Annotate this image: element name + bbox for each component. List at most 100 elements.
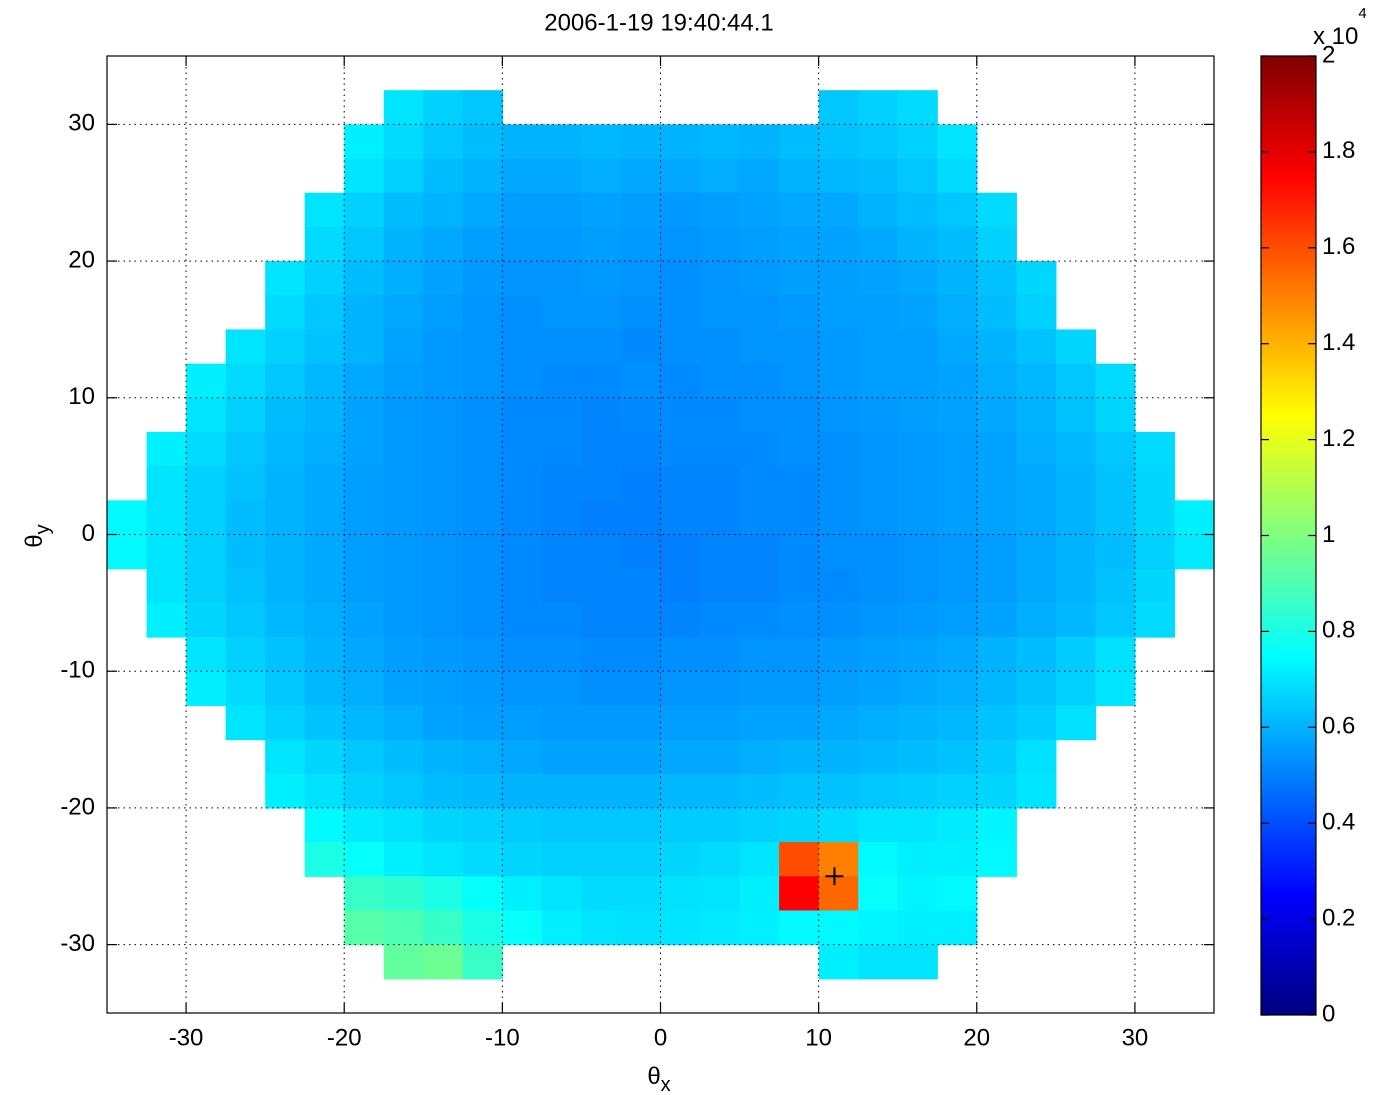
heat-cell <box>541 158 583 194</box>
heat-cell <box>423 397 464 433</box>
heat-cell <box>1016 739 1057 775</box>
heat-cell <box>818 602 859 638</box>
heat-cell <box>186 534 227 570</box>
heat-cell <box>779 807 820 843</box>
heat-cell <box>423 329 464 365</box>
heat-cell <box>858 876 899 912</box>
heat-cell <box>423 671 464 706</box>
heat-cell <box>660 773 701 809</box>
heat-cell <box>660 842 701 877</box>
heat-cell <box>344 466 385 501</box>
heat-cell <box>700 739 741 775</box>
heat-cell <box>779 534 820 570</box>
heat-cell <box>581 500 622 536</box>
heat-cell <box>462 431 503 467</box>
heat-cell <box>620 500 662 536</box>
heat-cell <box>541 295 583 331</box>
heat-cell <box>620 534 662 570</box>
heat-cell <box>304 602 345 638</box>
heat-cell <box>581 295 622 331</box>
heat-cell <box>423 739 464 775</box>
heat-cell <box>502 295 543 331</box>
heat-cell <box>620 739 662 775</box>
multiplier-exponent: 4 <box>1358 5 1366 22</box>
heat-cell <box>383 363 424 399</box>
heat-cell <box>620 226 662 262</box>
heat-cell <box>779 705 820 741</box>
heat-cell <box>937 739 978 775</box>
heat-cell <box>818 705 859 741</box>
y-tick-label: -30 <box>60 930 95 957</box>
heat-cell <box>858 944 899 980</box>
heat-cell <box>620 295 662 331</box>
heat-cell <box>383 261 424 296</box>
heat-cell <box>107 500 148 536</box>
heat-cell <box>541 842 583 877</box>
heat-cell <box>1174 534 1215 570</box>
heat-cell <box>225 363 266 399</box>
heat-cell <box>620 124 662 160</box>
heat-cell <box>265 363 306 399</box>
colorbar-tick-label: 0.8 <box>1322 617 1355 644</box>
heat-cell <box>383 602 424 638</box>
heat-cell <box>1016 295 1057 331</box>
heat-cell <box>423 226 464 262</box>
heat-cell <box>502 431 543 467</box>
heat-cell <box>700 807 741 843</box>
heat-cell <box>344 568 385 604</box>
heat-cell <box>818 739 859 775</box>
heat-cell <box>581 192 622 228</box>
heat-cell <box>976 534 1017 570</box>
heat-cell <box>897 363 938 399</box>
heat-cell <box>1016 397 1057 433</box>
heat-cell <box>541 637 583 672</box>
heat-cell <box>976 773 1017 809</box>
heat-cell <box>897 671 938 706</box>
heat-cell <box>541 705 583 741</box>
heat-cell <box>976 671 1017 706</box>
heat-cell <box>779 124 820 160</box>
heat-cell <box>344 876 385 912</box>
colorbar-tick-label: 0.6 <box>1322 713 1355 740</box>
heat-cell <box>186 500 227 536</box>
colorbar-tick-label: 2 <box>1322 41 1335 68</box>
heat-cell <box>502 842 543 877</box>
heat-cell <box>620 158 662 194</box>
heat-cell <box>502 910 543 946</box>
heat-cell <box>423 602 464 638</box>
colorbar-tick-label: 0.4 <box>1322 809 1355 836</box>
heat-cell <box>739 705 780 741</box>
heat-cell <box>818 295 859 331</box>
heat-cell <box>739 876 780 912</box>
colorbar-tick-label: 1.2 <box>1322 425 1355 452</box>
heat-cell <box>423 261 464 296</box>
heat-cell <box>502 773 543 809</box>
heat-cell <box>383 329 424 365</box>
y-tick-label: 30 <box>68 110 95 137</box>
heat-cell <box>858 500 899 536</box>
colorbar-tick-label: 0.2 <box>1322 904 1355 931</box>
heat-cell <box>383 466 424 501</box>
heat-cell <box>858 124 899 160</box>
heat-cell <box>423 944 464 980</box>
heat-cell <box>581 226 622 262</box>
heat-cell <box>976 295 1017 331</box>
heat-cell <box>344 295 385 331</box>
heat-cell <box>581 261 622 296</box>
heat-cell <box>739 397 780 433</box>
heat-cell <box>462 705 503 741</box>
heat-cell <box>937 568 978 604</box>
heat-cell <box>1055 671 1096 706</box>
heat-cell <box>976 466 1017 501</box>
heat-cell <box>541 192 583 228</box>
heat-cell <box>818 124 859 160</box>
heat-cell <box>976 739 1017 775</box>
heat-cell <box>502 500 543 536</box>
heat-cell <box>541 602 583 638</box>
heat-cell <box>779 671 820 706</box>
heat-cell <box>383 295 424 331</box>
heat-cell <box>700 363 741 399</box>
heat-cell <box>541 876 583 912</box>
heat-cell <box>383 842 424 877</box>
heat-cell <box>383 397 424 433</box>
